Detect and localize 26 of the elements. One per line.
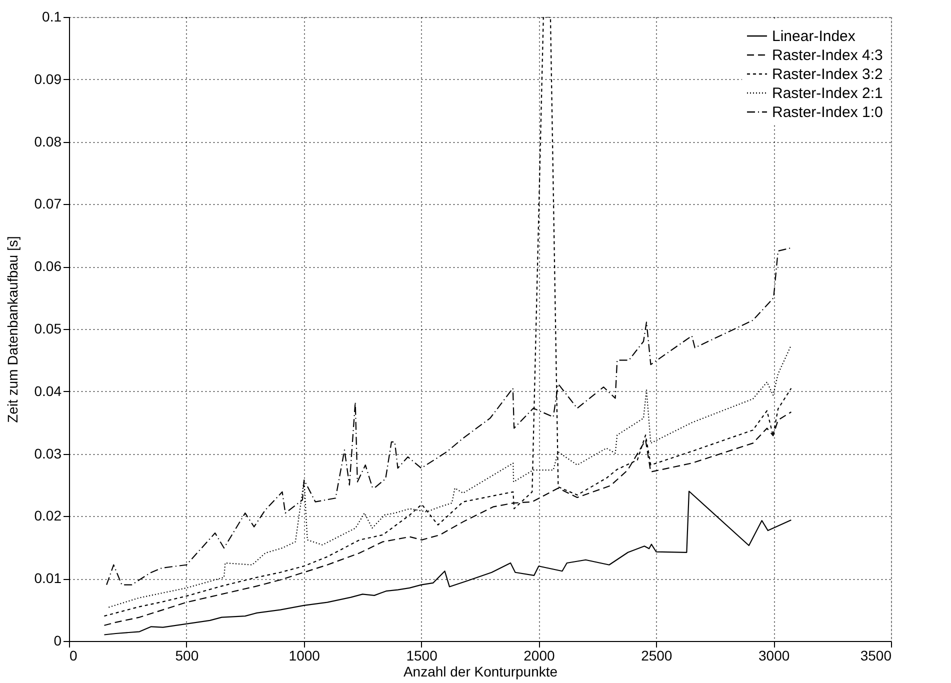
y-tick-label: 0.09 (34, 70, 62, 87)
x-tick-label: 500 (175, 648, 199, 664)
x-tick-label: 2500 (641, 648, 672, 664)
y-tick-label: 0.05 (34, 320, 62, 336)
y-tick-label: 0.04 (34, 382, 62, 399)
y-tick-label: 0.06 (34, 258, 62, 274)
y-tick-label: 0 (54, 632, 62, 648)
x-tick-label: 2000 (524, 648, 555, 664)
x-tick-label: 0 (70, 648, 78, 664)
y-tick-label: 0.07 (34, 196, 62, 212)
legend-label: Raster-Index 3:2 (772, 66, 883, 83)
y-tick-label: 0.01 (34, 570, 62, 586)
y-axis-title: Zeit zum Datenbankaufbau [s] (4, 236, 20, 423)
y-tick-label: 0.03 (34, 445, 62, 462)
x-tick-label: 3000 (758, 648, 790, 664)
x-axis-title: Anzahl der Konturpunkte (403, 664, 558, 680)
x-tick-label: 1500 (406, 648, 438, 664)
legend-label: Linear-Index (772, 28, 856, 45)
x-tick-label: 3500 (860, 648, 892, 664)
y-tick-label: 0.08 (34, 133, 62, 150)
legend-label: Raster-Index 1:0 (772, 104, 883, 121)
legend-label: Raster-Index 4:3 (772, 47, 883, 64)
x-tick-label: 1000 (288, 648, 320, 664)
y-tick-label: 0.02 (34, 508, 62, 524)
y-tick-label: 0.1 (42, 8, 62, 24)
legend-label: Raster-Index 2:1 (772, 85, 883, 102)
